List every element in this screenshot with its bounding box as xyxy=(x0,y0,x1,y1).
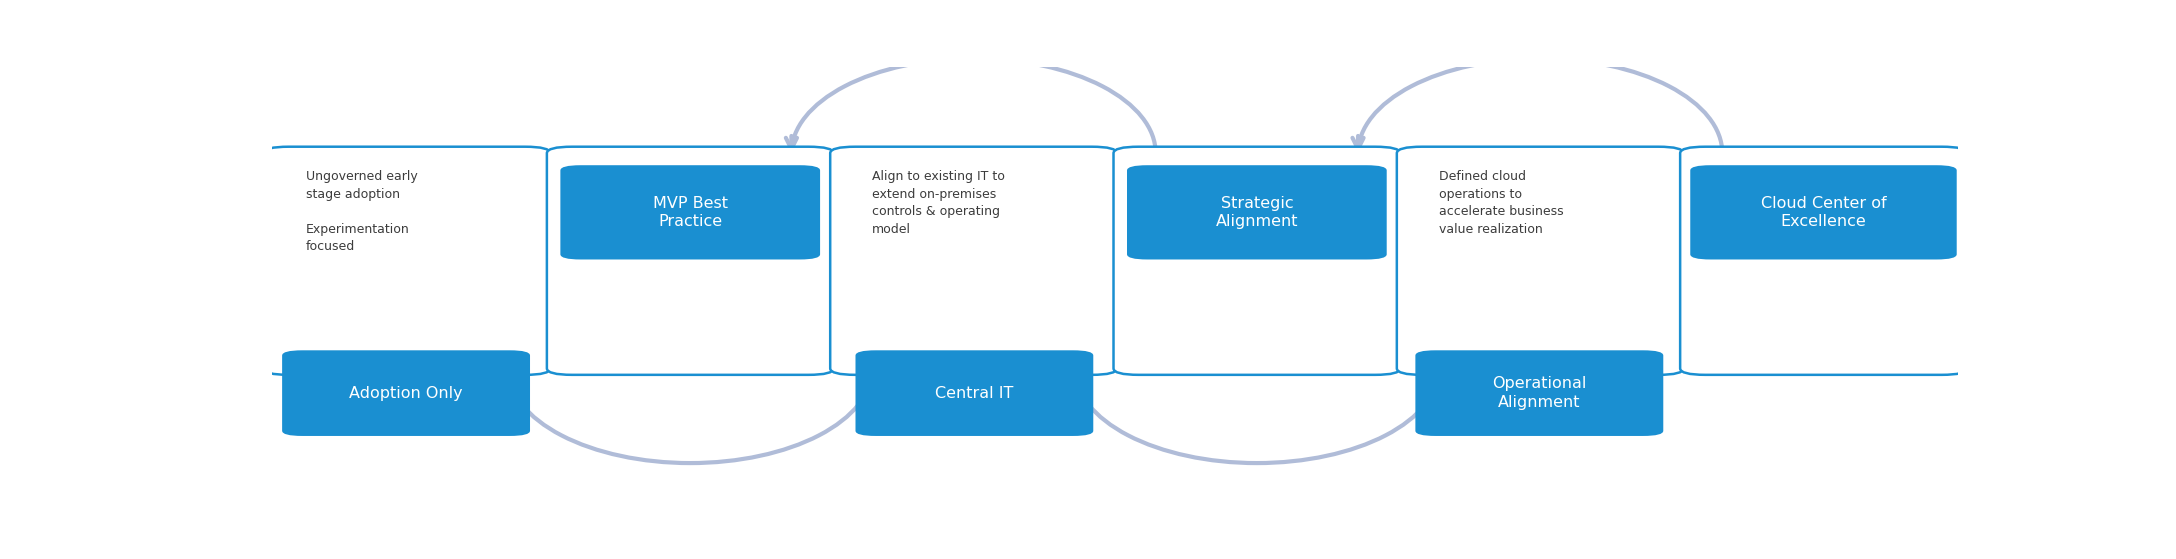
Text: Strategic
Alignment: Strategic Alignment xyxy=(1216,196,1299,229)
Text: MVP Best
Practice: MVP Best Practice xyxy=(653,196,727,229)
Text: Operational
Alignment: Operational Alignment xyxy=(1493,376,1586,410)
Text: Adoption Only: Adoption Only xyxy=(350,386,463,401)
Text: Defined cloud
operations to
accelerate business
value realization: Defined cloud operations to accelerate b… xyxy=(1438,170,1565,236)
FancyBboxPatch shape xyxy=(1680,146,1967,375)
Text: Central IT: Central IT xyxy=(936,386,1014,401)
FancyBboxPatch shape xyxy=(546,146,833,375)
FancyBboxPatch shape xyxy=(283,350,531,436)
FancyBboxPatch shape xyxy=(1114,146,1399,375)
FancyBboxPatch shape xyxy=(263,146,551,375)
Text: Organization aligned
to a modern, cloud-
first operating model
& delegated contr: Organization aligned to a modern, cloud-… xyxy=(1723,170,1854,236)
FancyBboxPatch shape xyxy=(1414,350,1662,436)
Text: Cloud adoption
balanced by cloud
governance: Cloud adoption balanced by cloud governa… xyxy=(590,170,703,219)
FancyBboxPatch shape xyxy=(561,165,820,259)
Text: Business first
alignment directly by
business
stakeholders: Business first alignment directly by bus… xyxy=(1155,170,1288,236)
FancyBboxPatch shape xyxy=(831,146,1116,375)
FancyBboxPatch shape xyxy=(855,350,1092,436)
FancyBboxPatch shape xyxy=(1691,165,1956,259)
Text: Cloud Center of
Excellence: Cloud Center of Excellence xyxy=(1760,196,1887,229)
Text: Ungoverned early
stage adoption

Experimentation
focused: Ungoverned early stage adoption Experime… xyxy=(305,170,418,253)
FancyBboxPatch shape xyxy=(1127,165,1386,259)
Text: Align to existing IT to
extend on-premises
controls & operating
model: Align to existing IT to extend on-premis… xyxy=(873,170,1005,236)
FancyBboxPatch shape xyxy=(1397,146,1684,375)
